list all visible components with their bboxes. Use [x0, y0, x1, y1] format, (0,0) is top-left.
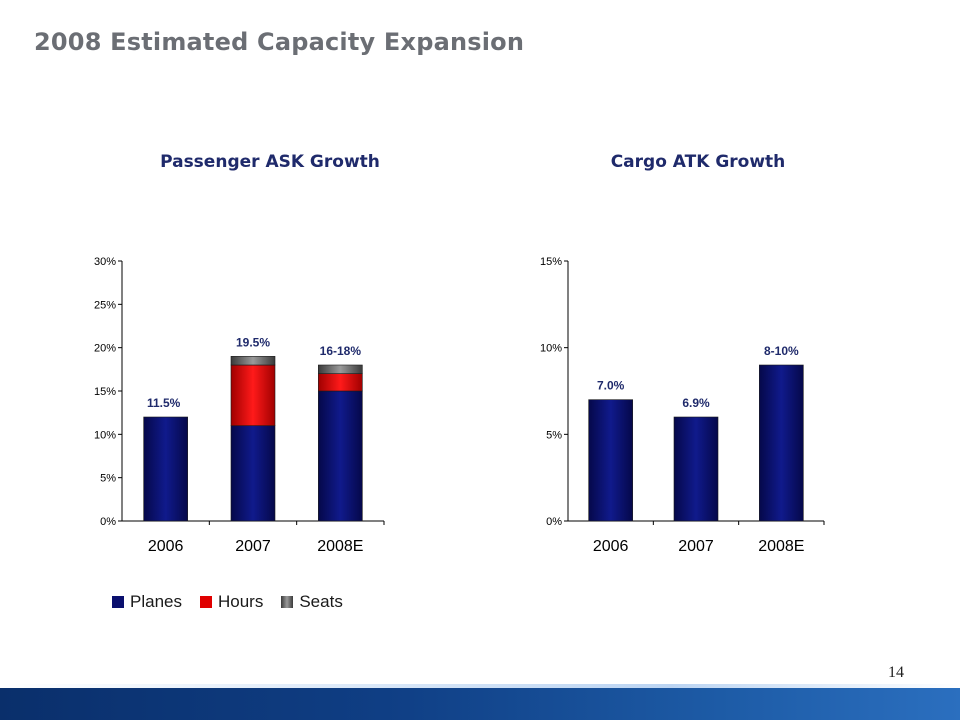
legend-item-planes: Planes	[112, 592, 182, 612]
page-number: 14	[888, 664, 904, 681]
y-tick-label-cargo: 10%	[540, 343, 562, 355]
bar-cargo-value-2008e	[759, 364, 804, 522]
bar-cargo-value-2007	[673, 416, 719, 522]
bar-passenger-seats-2008e	[318, 364, 363, 374]
bar-passenger-planes-2006	[143, 416, 188, 522]
chart-title-cargo: Cargo ATK Growth	[610, 152, 786, 172]
x-tick-label-cargo: 2007	[678, 538, 714, 555]
chart-legend: Planes Hours Seats	[112, 592, 361, 612]
legend-item-seats: Seats	[281, 592, 343, 612]
data-label-cargo-2006: 7.0%	[597, 379, 625, 393]
y-tick-label-passenger: 25%	[94, 299, 116, 311]
data-label-passenger-2008e: 16-18%	[320, 344, 362, 358]
chart-title-passenger: Passenger ASK Growth	[160, 152, 380, 172]
legend-swatch-planes	[112, 596, 124, 608]
bar-passenger-hours-2007	[230, 364, 276, 426]
data-label-passenger-2007: 19.5%	[236, 335, 270, 349]
footer-band	[0, 688, 960, 720]
y-tick-label-passenger: 15%	[94, 386, 116, 398]
bar-cargo-value-2006	[588, 399, 633, 522]
x-tick-label-passenger: 2007	[235, 538, 271, 555]
x-tick-label-cargo: 2008E	[758, 538, 804, 555]
legend-swatch-hours	[199, 596, 212, 608]
x-tick-label-passenger: 2006	[148, 538, 184, 555]
slide-title: 2008 Estimated Capacity Expansion	[34, 28, 525, 56]
legend-label-seats: Seats	[299, 592, 343, 611]
bar-passenger-planes-2008e	[318, 390, 363, 522]
bar-passenger-hours-2008e	[318, 373, 363, 392]
x-tick-label-cargo: 2006	[593, 538, 629, 555]
y-tick-label-cargo: 0%	[546, 516, 562, 528]
y-tick-label-passenger: 0%	[100, 516, 116, 528]
y-tick-label-cargo: 15%	[540, 256, 562, 268]
legend-swatch-seats	[281, 596, 294, 608]
y-tick-label-passenger: 10%	[94, 429, 116, 441]
y-tick-label-passenger: 30%	[94, 256, 116, 268]
data-label-cargo-2007: 6.9%	[682, 396, 710, 410]
bar-passenger-planes-2007	[230, 425, 276, 522]
legend-label-hours: Hours	[217, 592, 264, 611]
x-tick-label-passenger: 2008E	[317, 538, 363, 555]
data-label-passenger-2006: 11.5%	[147, 396, 181, 410]
y-tick-label-cargo: 5%	[546, 429, 562, 441]
data-label-cargo-2008e: 8-10%	[764, 344, 799, 358]
y-tick-label-passenger: 20%	[94, 343, 116, 355]
y-tick-label-passenger: 5%	[100, 473, 116, 485]
legend-item-hours: Hours	[199, 592, 264, 612]
legend-label-planes: Planes	[130, 592, 182, 611]
bar-passenger-seats-2007	[230, 356, 276, 366]
